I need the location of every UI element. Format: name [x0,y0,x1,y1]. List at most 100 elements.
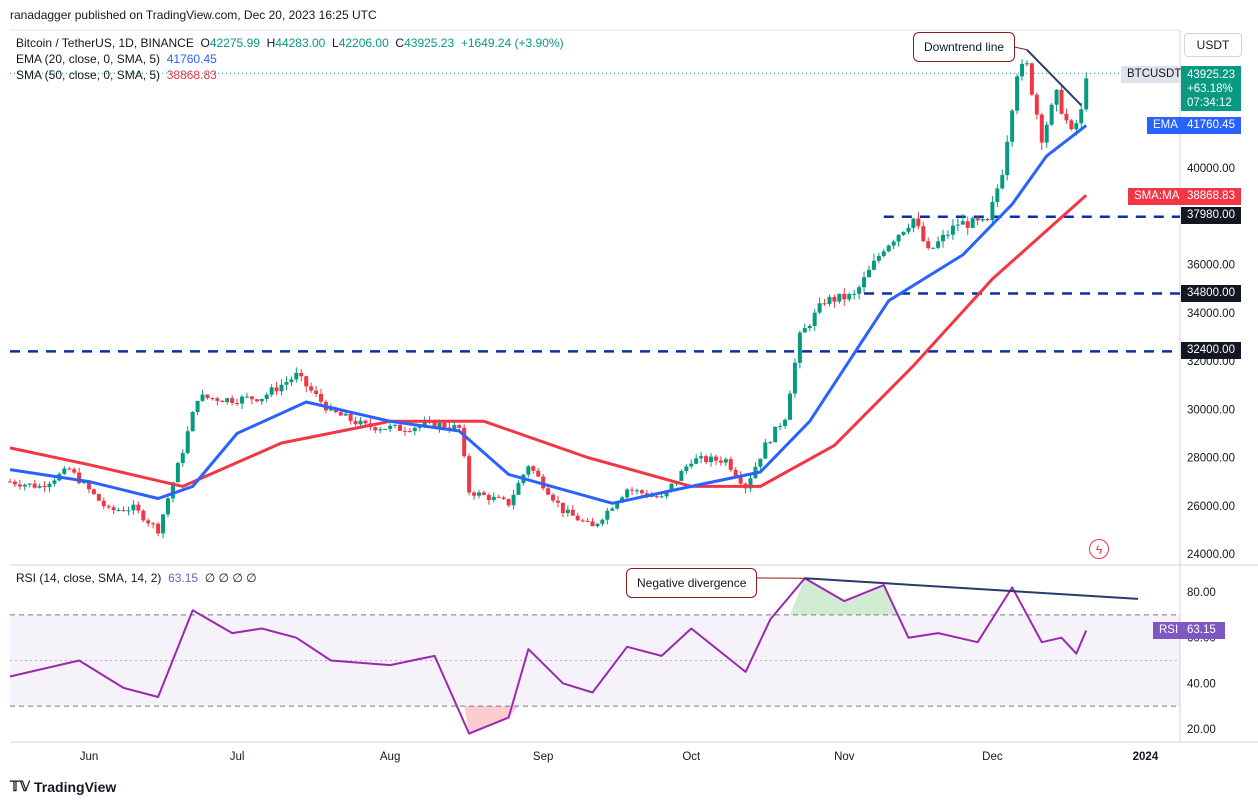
candle-body [393,424,398,426]
rsi-tick-label: 40.00 [1187,678,1216,690]
candle-body [1039,114,1044,143]
downtrend-line-callout[interactable]: Downtrend line [913,32,1016,62]
candle-body [837,293,842,302]
candle-body [82,481,87,484]
candle-body [881,251,886,256]
candle-body [926,241,931,249]
candle-body [235,403,240,405]
candle-body [476,492,481,496]
candle-body [156,523,161,534]
candle-body [585,520,590,522]
candle-body [141,510,146,521]
rsi-legend-label[interactable]: RSI (14, close, SMA, 14, 2) [16,571,162,585]
candle-body [437,422,442,428]
candle-body [116,509,121,511]
candle-body [980,218,985,221]
rsi-oversold-fill [464,706,519,734]
rsi-tag-label: RSI [1153,622,1181,639]
candle-body [649,496,654,498]
footer-brand[interactable]: 𝕋𝕍 TradingView [10,778,116,795]
candle-body [590,521,595,527]
candle-body [106,506,111,508]
candle-body [990,201,995,221]
candle-body [8,481,12,483]
candle-body [738,476,743,484]
candle-body [244,396,249,398]
time-tick-label: Jun [80,751,99,763]
candle-body [274,387,279,392]
candle-body [175,463,180,483]
candle-body [378,429,383,431]
candle-body [565,509,570,514]
candle-body [748,478,753,489]
candle-body [289,379,294,383]
candle-body [625,489,630,498]
candle-body [1074,123,1079,130]
sma-legend-label[interactable]: SMA (50, close, 0, SMA, 5) [16,68,161,82]
rsi-tick-label: 20.00 [1187,724,1216,736]
candle-body [1044,124,1049,143]
ema-legend-label[interactable]: EMA (20, close, 0, SMA, 5) [16,52,161,66]
candle-body [299,372,304,377]
flash-icon[interactable]: ϟ [1089,539,1109,559]
price-tick-label: 32000.00 [1187,356,1235,368]
candle-body [407,431,412,433]
currency-button[interactable]: USDT [1184,33,1242,57]
candle-body [294,372,299,380]
low-value: 42206.00 [338,36,389,50]
candle-body [136,504,141,511]
ema-tag-label: EMA [1147,117,1181,134]
candle-body [733,469,738,477]
candle-body [452,425,457,430]
candle-body [511,494,516,506]
candle-body [704,456,709,463]
price-tick-label: 36000.00 [1187,260,1235,272]
chart-legend: Bitcoin / TetherUS, 1D, BINANCE O42275.9… [16,35,564,83]
candle-body [170,482,175,499]
candle-body [348,413,353,421]
candle-body [146,520,151,524]
time-tick-label: Jul [230,751,245,763]
candle-body [491,496,496,501]
candle-body [768,442,773,444]
candle-body [699,456,704,459]
candle-body [52,480,57,484]
time-tick-label: Sep [533,751,553,763]
candle-body [713,456,718,461]
candle-body [1064,113,1069,121]
candle-body [32,483,37,488]
candle-body [891,241,896,246]
candle-body [580,520,585,522]
candle-body [27,483,32,485]
candle-body [190,412,195,432]
candle-body [37,485,42,488]
candle-body [728,459,733,470]
candle-body [694,458,699,464]
candle-body [896,234,901,242]
candle-body [319,393,324,402]
candle-body [763,442,768,459]
symbol-title[interactable]: Bitcoin / TetherUS, 1D, BINANCE [16,36,194,50]
candle-body [467,456,472,493]
candle-body [96,494,101,501]
candle-body [249,396,254,400]
candle-body [526,466,531,475]
candle-body [67,468,72,470]
high-label: H [266,36,276,50]
candle-body [358,420,363,425]
candle-body [684,466,689,471]
candle-body [72,469,77,473]
candle-body [822,303,827,305]
candle-body [679,470,684,481]
candle-body [634,490,639,492]
candle-body [47,483,52,488]
candle-body [921,226,926,242]
candle-body [462,427,467,457]
rsi-legend: RSI (14, close, SMA, 14, 2) 63.15 ∅ ∅ ∅ … [16,571,257,585]
candle-body [432,420,437,428]
candle-body [1000,175,1005,189]
negative-divergence-callout[interactable]: Negative divergence [626,568,758,598]
ema20-line [9,124,1088,505]
candle-body [1054,89,1059,105]
